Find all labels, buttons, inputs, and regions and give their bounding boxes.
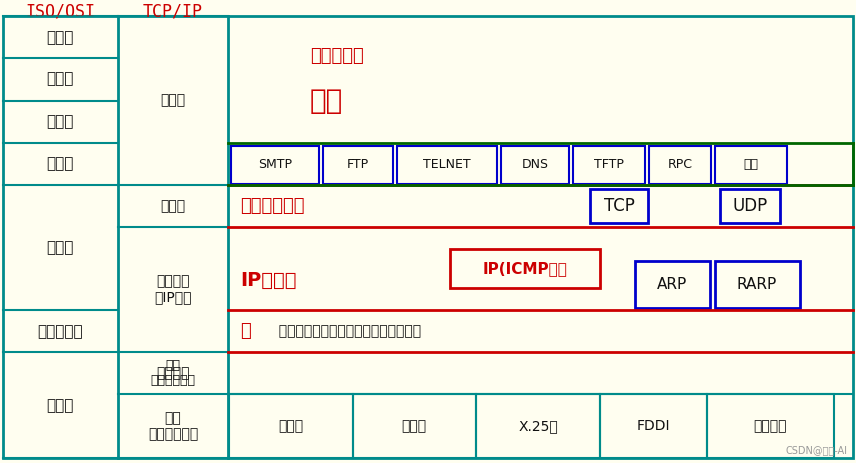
Text: ISO/OSI: ISO/OSI	[25, 2, 95, 20]
Text: FDDI: FDDI	[636, 419, 669, 433]
Text: FTP: FTP	[347, 158, 369, 171]
Text: TELNET: TELNET	[423, 158, 471, 171]
Text: 其他: 其他	[744, 158, 758, 171]
Text: 应用层: 应用层	[160, 93, 186, 107]
Text: CSDN@小白-AI: CSDN@小白-AI	[786, 445, 848, 455]
Text: 物理层: 物理层	[46, 398, 74, 413]
Text: 以太网: 以太网	[278, 419, 304, 433]
Text: 表示层: 表示层	[46, 72, 74, 87]
Text: TCP/IP: TCP/IP	[143, 2, 203, 20]
Text: 传输协议分组: 传输协议分组	[240, 197, 305, 215]
Text: TCP: TCP	[603, 197, 634, 215]
Text: 传输层: 传输层	[160, 199, 186, 213]
Bar	[397, 146, 497, 184]
Text: 数据链路层: 数据链路层	[37, 324, 83, 339]
Text: 网络接口协议（链路控制和媒体访问）: 网络接口协议（链路控制和媒体访问）	[270, 325, 421, 338]
Bar	[715, 146, 787, 184]
Bar	[231, 146, 319, 184]
Bar	[353, 394, 476, 458]
Text: 应用层: 应用层	[46, 30, 74, 45]
Bar	[707, 394, 834, 458]
Text: 网络接口: 网络接口	[157, 366, 190, 380]
Bar	[715, 261, 800, 308]
Text: UDP: UDP	[733, 197, 768, 215]
Text: X.25网: X.25网	[518, 419, 558, 433]
Text: 传递对象：: 传递对象：	[310, 47, 364, 65]
Bar	[590, 189, 648, 223]
Text: 网络层: 网络层	[46, 240, 74, 255]
Bar	[476, 394, 600, 458]
Text: 硬件
（物理网络）: 硬件 （物理网络）	[148, 411, 198, 441]
Text: 其他网络: 其他网络	[753, 419, 787, 433]
Bar	[229, 394, 353, 458]
Bar	[450, 249, 600, 288]
Text: 会话层: 会话层	[46, 114, 74, 130]
Text: 报文: 报文	[310, 87, 343, 115]
Text: DNS: DNS	[521, 158, 549, 171]
Bar	[323, 146, 393, 184]
Text: 帧: 帧	[240, 322, 251, 340]
Bar	[649, 146, 711, 184]
Bar	[635, 261, 710, 308]
Text: 网际网层
（IP层）: 网际网层 （IP层）	[154, 275, 192, 305]
Text: IP数据报: IP数据报	[240, 271, 296, 290]
Text: 令牌环: 令牌环	[401, 419, 426, 433]
Text: 硬件
（物理网络）: 硬件 （物理网络）	[151, 359, 195, 387]
Text: RARP: RARP	[737, 277, 777, 292]
Bar	[501, 146, 569, 184]
Bar	[720, 189, 780, 223]
Text: ARP: ARP	[657, 277, 687, 292]
Text: 运输层: 运输层	[46, 156, 74, 171]
Bar	[573, 146, 645, 184]
Text: TFTP: TFTP	[594, 158, 624, 171]
Text: SMTP: SMTP	[258, 158, 292, 171]
Text: RPC: RPC	[668, 158, 693, 171]
Bar	[600, 394, 707, 458]
Text: IP(ICMP等）: IP(ICMP等）	[483, 261, 568, 276]
